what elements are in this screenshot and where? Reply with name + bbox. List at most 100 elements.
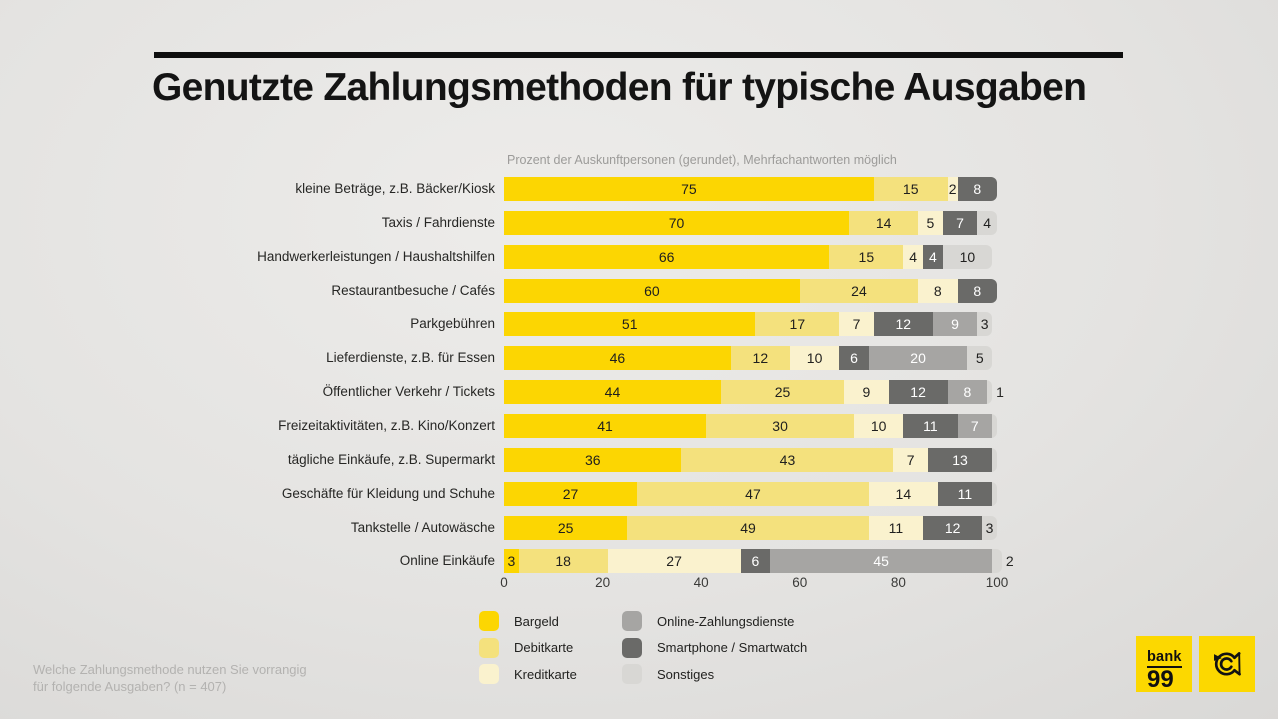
x-axis-tick: 60 [792,575,808,590]
bar-segment-smartphone: 11 [903,414,958,438]
bar-segment-online: 9 [932,312,978,336]
x-axis-tick: 80 [890,575,906,590]
category-label: Freizeitaktivitäten, z.B. Kino/Konzert [278,418,495,433]
bar-segment-outside-value: 2 [1005,553,1014,569]
x-axis-tick: 40 [693,575,709,590]
bar-segment-bargeld: 60 [504,279,800,303]
stacked-bar: 66 15 4 4 10 [504,245,993,269]
category-label: Geschäfte für Kleidung und Schuhe [281,486,495,501]
bar-segment-bargeld: 41 [504,414,707,438]
bar-segment-kreditkarte: 2 [947,177,958,201]
bar-segment-online: 8 [947,380,988,404]
legend-swatch-online [622,611,642,631]
footnote-line-2: für folgende Ausgaben? (n = 407) [33,679,227,694]
bank99-number: 99 [1147,665,1174,693]
post-logo [1199,636,1255,692]
post-horn-icon [1214,652,1241,676]
stacked-bar: 75 15 2 8 [504,177,997,201]
category-label: Restaurantbesuche / Cafés [331,283,495,298]
chart-row: 44 25 9 12 8 1 [0,380,1278,404]
bar-segment-smartphone: 8 [957,279,997,303]
bar-segment-sonstiges [992,448,997,472]
chart-row: 46 12 10 6 20 5 [0,346,1278,370]
bar-segment-bargeld: 46 [504,346,731,370]
chart-row: 3 18 27 6 45 2 [0,549,1278,573]
bar-segment-sonstiges [992,482,997,506]
chart-row: 41 30 10 11 7 [0,414,1278,438]
bar-segment-bargeld: 70 [504,211,850,235]
category-label: kleine Beträge, z.B. Bäcker/Kiosk [295,181,495,196]
stacked-bar: 51 17 7 12 9 3 [504,312,993,336]
bar-segment-bargeld: 51 [504,312,756,336]
x-axis-tick: 100 [985,575,1009,590]
bar-segment-sonstiges [992,549,1002,573]
bar-segment-kreditkarte: 10 [789,346,840,370]
bar-segment-bargeld: 25 [504,516,628,540]
bar-segment-smartphone: 8 [957,177,997,201]
bar-segment-bargeld: 3 [504,549,519,573]
bar-segment-smartphone: 12 [873,312,933,336]
bar-segment-sonstiges [987,380,993,404]
category-label: tägliche Einkäufe, z.B. Supermarkt [287,452,495,467]
bar-segment-sonstiges: 5 [967,346,993,370]
bar-segment-debitkarte: 12 [730,346,790,370]
bar-segment-bargeld: 75 [504,177,874,201]
category-label: Handwerkerleistungen / Haushaltshilfen [257,249,495,264]
title-rule [154,52,1123,58]
bar-segment-debitkarte: 14 [849,211,919,235]
bar-segment-outside-value: 1 [996,384,1004,400]
stacked-bar: 25 49 11 12 3 [504,516,997,540]
bank99-word: bank [1147,650,1182,668]
category-label: Taxis / Fahrdienste [381,215,495,230]
bar-segment-bargeld: 27 [504,482,638,506]
legend-item-bargeld: Bargeld [479,611,577,631]
chart-subtitle: Prozent der Auskunftpersonen (gerundet),… [507,153,897,167]
bank99-logo-text: bank 99 [1147,648,1182,691]
legend-label: Bargeld [514,613,559,629]
legend-item-online: Online-Zahlungsdienste [622,611,807,631]
bar-segment-sonstiges: 4 [977,211,997,235]
bar-segment-debitkarte: 24 [799,279,919,303]
bar-segment-smartphone: 6 [740,549,771,573]
bar-segment-kreditkarte: 9 [844,380,889,404]
bar-segment-smartphone: 12 [923,516,983,540]
legend-label: Debitkarte [514,640,574,655]
bar-segment-debitkarte: 43 [681,448,894,472]
legend-swatch-kreditkarte [479,664,499,684]
bar-segment-bargeld: 36 [504,448,682,472]
bar-segment-online: 45 [770,549,993,573]
legend-swatch-bargeld [479,611,499,631]
legend-label: Sonstiges [657,666,715,682]
legend-label: Online-Zahlungsdienste [657,613,795,629]
bar-segment-bargeld: 44 [504,380,721,404]
bar-segment-debitkarte: 17 [755,312,840,336]
bar-segment-kreditkarte: 10 [854,414,904,438]
bar-segment-bargeld: 66 [504,245,830,269]
category-label: Online Einkäufe [399,553,495,568]
category-label: Parkgebühren [410,316,495,331]
bar-segment-kreditkarte: 7 [839,312,874,336]
bar-segment-smartphone: 11 [937,482,993,506]
stacked-bar: 41 30 10 11 7 [504,414,997,438]
bar-segment-smartphone: 13 [927,448,993,472]
chart-row: 25 49 11 12 3 [0,516,1278,540]
bar-segment-kreditkarte: 27 [607,549,741,573]
bar-segment-smartphone: 6 [839,346,869,370]
stacked-bar: 70 14 5 7 4 [504,211,997,235]
category-label: Lieferdienste, z.B. für Essen [326,350,495,365]
bar-segment-sonstiges [992,414,997,438]
stacked-bar: 27 47 14 11 [504,482,997,506]
page-title: Genutzte Zahlungsmethoden für typische A… [152,66,1087,109]
bar-segment-debitkarte: 15 [873,177,948,201]
stacked-bar: 36 43 7 13 [504,448,997,472]
bar-segment-debitkarte: 49 [627,516,869,540]
chart-row: 66 15 4 4 10 [0,245,1278,269]
x-axis-tick: 0 [500,575,508,590]
bar-segment-kreditkarte: 7 [893,448,928,472]
bar-segment-kreditkarte: 14 [868,482,938,506]
bar-segment-debitkarte: 15 [829,245,904,269]
bar-segment-smartphone: 7 [942,211,978,235]
legend-item-smartphone: Smartphone / Smartwatch [622,637,807,658]
bar-segment-online: 20 [868,346,968,370]
